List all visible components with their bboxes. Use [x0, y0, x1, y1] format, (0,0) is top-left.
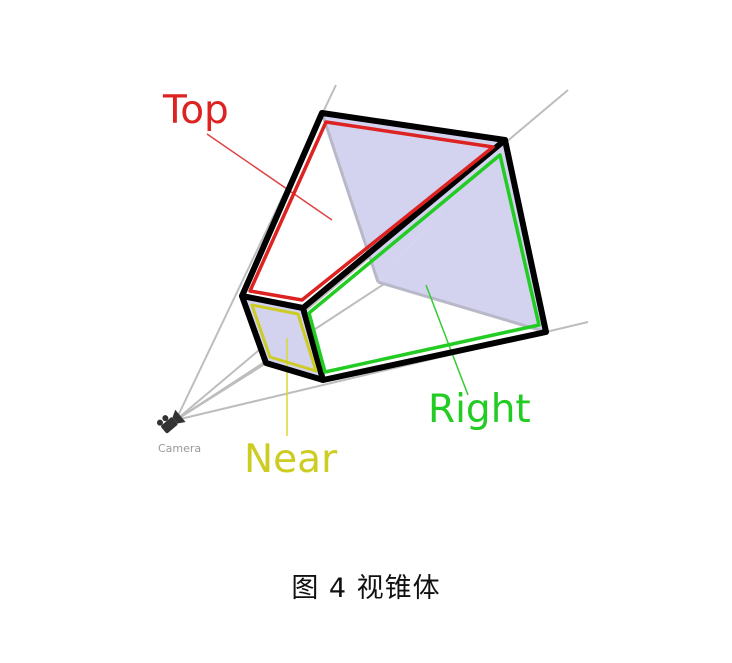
camera-label: Camera [158, 442, 201, 455]
right-face [378, 140, 546, 332]
frustum-outline [239, 110, 549, 383]
top-plane [248, 120, 495, 302]
top-plane-outline [248, 120, 495, 302]
projection-line-near-bottom [175, 361, 269, 421]
right-plane-outline [307, 153, 541, 374]
far-top-face [322, 113, 505, 282]
right-plane [307, 153, 541, 374]
view-frustum-diagram: Top Right Near Camera [156, 84, 589, 482]
right-label: Right [428, 387, 531, 432]
top-label: Top [162, 88, 229, 133]
camera-icon [156, 409, 186, 434]
top-leader-line [206, 133, 333, 221]
hidden-edge-back-right [377, 280, 547, 334]
near-top-edge [239, 293, 306, 311]
near-label: Near [244, 437, 338, 482]
right-leader-line [425, 284, 469, 396]
figure-caption: 图 4 视锥体 [291, 573, 441, 604]
leader-lines [206, 133, 469, 436]
near-plane [250, 303, 318, 373]
near-plane-outline [250, 303, 318, 373]
